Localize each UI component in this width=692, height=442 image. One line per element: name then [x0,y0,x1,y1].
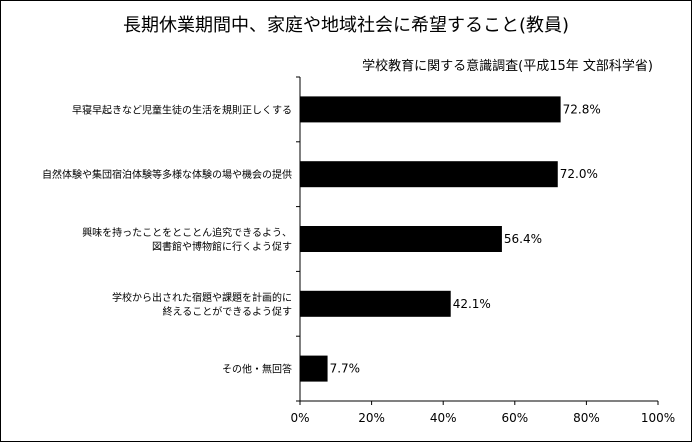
x-tick-label: 20% [358,411,385,425]
bar [300,161,558,188]
x-tick-label: 0% [290,411,309,425]
category-label: 早寝早起きなど児童生徒の生活を規則正しくする [72,103,292,116]
category-label: 終えることができるよう促す [163,305,293,318]
x-tick-label: 80% [573,411,600,425]
x-tick-label: 60% [501,411,528,425]
category-label: 興味を持ったことをとことん追究できるよう、 [82,226,292,239]
chart-subtitle: 学校教育に関する意識調査(平成15年 文部科学省) [362,59,653,74]
x-tick-label: 100% [641,411,675,425]
category-label: 図書館や博物館に行くよう促す [152,240,292,253]
chart-title: 長期休業期間中、家庭や地域社会に希望すること(教員) [122,15,570,36]
value-label: 42.1% [453,297,491,311]
bar [300,226,502,252]
x-tick-label: 40% [430,411,457,425]
bar [300,290,451,317]
category-label: 学校から出された宿題や課題を計画的に [112,291,292,304]
bar [300,96,561,123]
bar [300,355,328,382]
category-label: 自然体験や集団宿泊体験等多様な体験の場や機会の提供 [42,168,292,181]
value-label: 72.0% [560,167,598,181]
category-label: その他・無回答 [222,363,292,376]
value-label: 56.4% [504,232,542,246]
value-label: 7.7% [330,362,361,376]
value-label: 72.8% [563,102,601,116]
